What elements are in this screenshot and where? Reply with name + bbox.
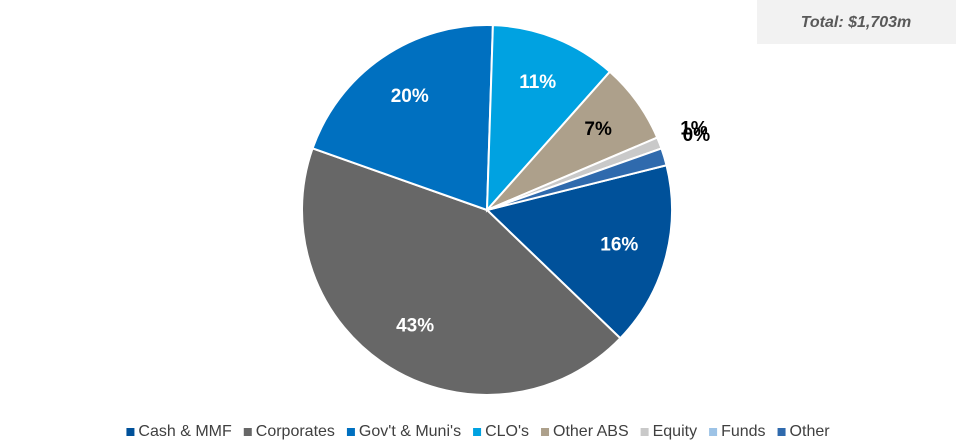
data-label: 1% [680, 119, 708, 140]
legend-label: Funds [721, 423, 765, 440]
legend-label: Gov't & Muni's [359, 423, 461, 440]
data-label: 7% [584, 119, 612, 140]
pie-slice [485, 24, 612, 213]
pie-slice [301, 147, 622, 396]
total-annotation: Total: $1,703m [801, 14, 912, 31]
legend-label: CLO's [485, 423, 529, 440]
total-box [757, 0, 956, 44]
legend-swatch [541, 428, 550, 436]
data-label: 43% [396, 316, 434, 337]
legend-swatch [709, 428, 718, 436]
data-label: 11% [519, 72, 556, 93]
legend-swatch [640, 428, 649, 436]
legend-label: Other [790, 423, 831, 440]
data-label: 16% [600, 234, 638, 255]
legend-label: Cash & MMF [138, 423, 232, 440]
legend-label: Equity [653, 423, 697, 440]
data-label: 0% [683, 125, 711, 146]
legend-swatch [243, 428, 252, 436]
legend-swatch [777, 428, 786, 436]
data-label: 20% [391, 86, 429, 107]
legend-swatch [126, 428, 135, 436]
pie-slice [311, 24, 494, 212]
legend-swatch [473, 428, 482, 436]
pie-slice [486, 147, 668, 211]
legend-swatch [346, 428, 355, 436]
legend-label: Other ABS [553, 423, 629, 440]
legend-label: Corporates [256, 423, 335, 440]
pie-slice [485, 164, 673, 340]
